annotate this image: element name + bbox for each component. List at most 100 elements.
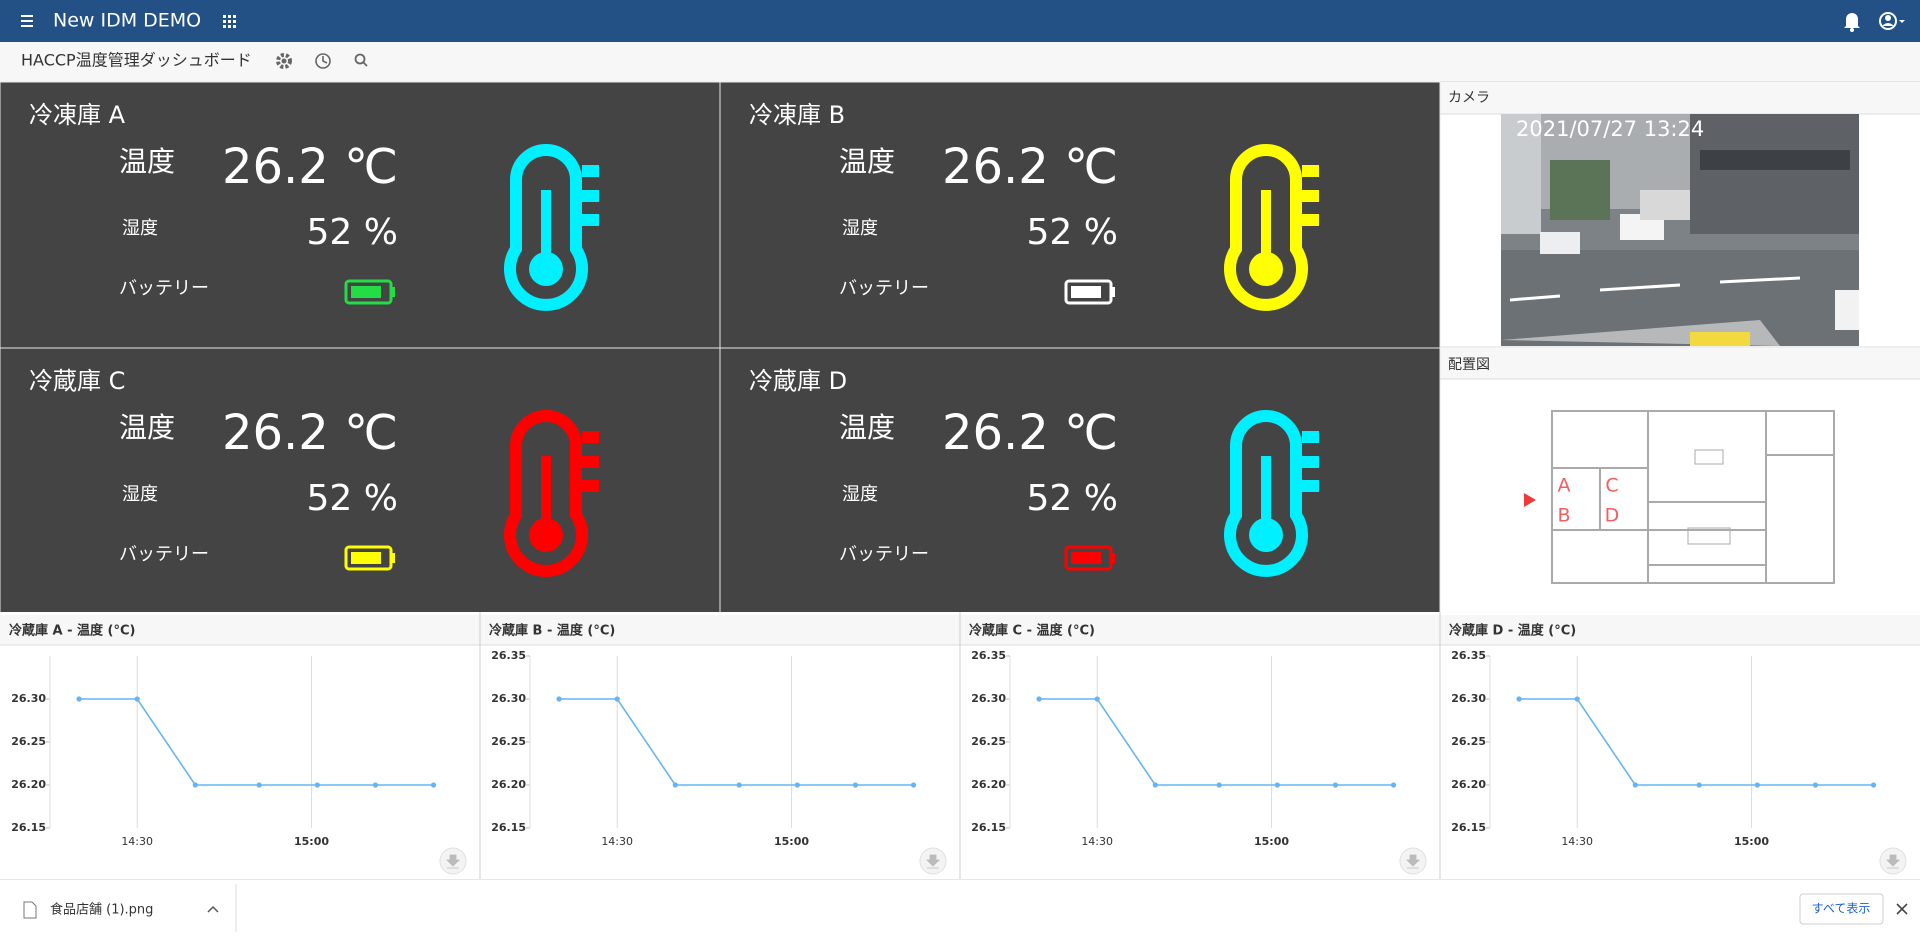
humidity-value: 52 % <box>1027 478 1118 519</box>
thermometer-scale <box>582 214 599 226</box>
y-tick-label: 26.25 <box>1451 735 1486 748</box>
chart-background <box>1440 612 1920 879</box>
thermometer-scale <box>582 190 599 202</box>
data-point <box>76 696 82 702</box>
data-point <box>556 696 562 702</box>
close-download-bar[interactable] <box>1896 903 1908 915</box>
humidity-label: 湿度 <box>122 484 158 505</box>
chart-title: 冷蔵庫 D - 温度 (°C) <box>1449 623 1576 639</box>
y-tick-label: 26.35 <box>971 649 1006 662</box>
chart-header <box>960 615 1440 645</box>
data-point <box>1574 696 1580 702</box>
x-tick-label: 15:00 <box>1254 835 1289 848</box>
thermometer-bulb <box>1249 252 1283 286</box>
battery-tip <box>1111 287 1115 297</box>
humidity-value: 52 % <box>307 212 398 253</box>
data-point <box>1332 782 1339 788</box>
temp-value: 26.2 ℃ <box>222 405 398 461</box>
chart-title: 冷蔵庫 B - 温度 (°C) <box>489 623 615 639</box>
settings-button[interactable] <box>276 53 292 69</box>
y-tick-label: 26.15 <box>1451 821 1486 834</box>
data-point <box>614 696 620 702</box>
data-point <box>1216 782 1222 788</box>
data-point <box>910 782 917 788</box>
chart-title: 冷蔵庫 C - 温度 (°C) <box>969 623 1095 639</box>
battery-label: バッテリー <box>119 278 209 299</box>
thermometer-stem <box>1261 190 1271 269</box>
y-tick-label: 26.35 <box>491 649 526 662</box>
chart-background <box>0 612 480 879</box>
chart-header <box>480 615 960 645</box>
battery-level <box>351 552 381 564</box>
thermometer-stem <box>1261 456 1271 535</box>
camera-title: カメラ <box>1448 90 1490 106</box>
y-tick-label: 26.30 <box>491 692 526 705</box>
thermometer-outline <box>1224 410 1308 577</box>
thermometer-scale <box>1302 456 1319 468</box>
battery-level <box>1071 286 1101 298</box>
y-tick-label: 26.35 <box>1451 649 1486 662</box>
x-tick-label: 14:30 <box>121 835 153 848</box>
data-point <box>1036 696 1042 702</box>
user-menu[interactable] <box>1879 12 1905 30</box>
search-button[interactable] <box>354 53 368 67</box>
x-tick-label: 15:00 <box>774 835 809 848</box>
thermometer-scale <box>1302 214 1319 226</box>
download-file[interactable]: 食品店舗 (1).png <box>50 902 153 918</box>
x-tick-label: 14:30 <box>1561 835 1593 848</box>
humidity-label: 湿度 <box>842 218 878 239</box>
thermometer-stem <box>541 190 551 269</box>
y-tick-label: 26.15 <box>11 821 46 834</box>
history-button[interactable] <box>315 53 331 69</box>
temp-label: 温度 <box>119 145 175 178</box>
notification-button[interactable] <box>1844 13 1860 32</box>
chart-header <box>1440 615 1920 645</box>
show-all-label[interactable]: すべて表示 <box>1812 902 1871 916</box>
file-icon <box>23 901 37 919</box>
humidity-label: 湿度 <box>122 218 158 239</box>
tile-name: 冷蔵庫 C <box>29 367 125 395</box>
show-all-button[interactable] <box>1799 893 1884 925</box>
thermometer-bulb <box>1249 518 1283 552</box>
download-bar <box>0 879 1920 937</box>
battery-level <box>1071 552 1101 564</box>
camera-timestamp: 2021/07/27 13:24 <box>1516 117 1704 141</box>
temp-label: 温度 <box>839 411 895 444</box>
data-point <box>1812 782 1819 788</box>
download-chart-icon <box>926 854 940 869</box>
data-point <box>1516 696 1522 702</box>
menu-button[interactable] <box>21 15 33 27</box>
chart-panel: 冷蔵庫 D - 温度 (°C) 26.35 26.30 26.25 26.20 26.15… <box>1439 612 1920 879</box>
chart-background <box>480 612 960 879</box>
floorplan-label: B <box>1557 505 1570 527</box>
y-tick-label: 26.30 <box>1451 692 1486 705</box>
thermometer-scale <box>582 431 599 443</box>
tile-name: 冷蔵庫 D <box>749 367 847 395</box>
toolbar <box>0 42 1920 82</box>
humidity-value: 52 % <box>307 478 398 519</box>
data-point <box>736 782 742 788</box>
x-tick-label: 15:00 <box>1734 835 1769 848</box>
floorplan-title: 配置図 <box>1448 357 1490 373</box>
thermometer-bulb <box>529 252 563 286</box>
thermometer-stem <box>541 456 551 535</box>
thermometer-scale <box>582 480 599 492</box>
data-point <box>1274 782 1280 788</box>
app-title: New IDM DEMO <box>53 10 201 32</box>
data-point <box>1152 782 1158 788</box>
y-tick-label: 26.20 <box>1451 778 1486 791</box>
location-marker <box>1524 493 1536 507</box>
apps-button[interactable] <box>223 15 236 28</box>
sensor-tile: 冷凍庫 A 温度 26.2 ℃ 湿度 52 % バッテリー <box>0 81 721 349</box>
chart-header <box>0 615 480 645</box>
camera-image <box>1501 114 1859 346</box>
temp-value: 26.2 ℃ <box>222 139 398 195</box>
download-options[interactable] <box>207 905 219 913</box>
floorplan-label: A <box>1558 475 1571 497</box>
x-tick-label: 14:30 <box>601 835 633 848</box>
thermometer-scale <box>1302 190 1319 202</box>
thermometer-outline <box>504 410 588 577</box>
floorplan-label: C <box>1605 475 1618 497</box>
thermometer-scale <box>582 456 599 468</box>
